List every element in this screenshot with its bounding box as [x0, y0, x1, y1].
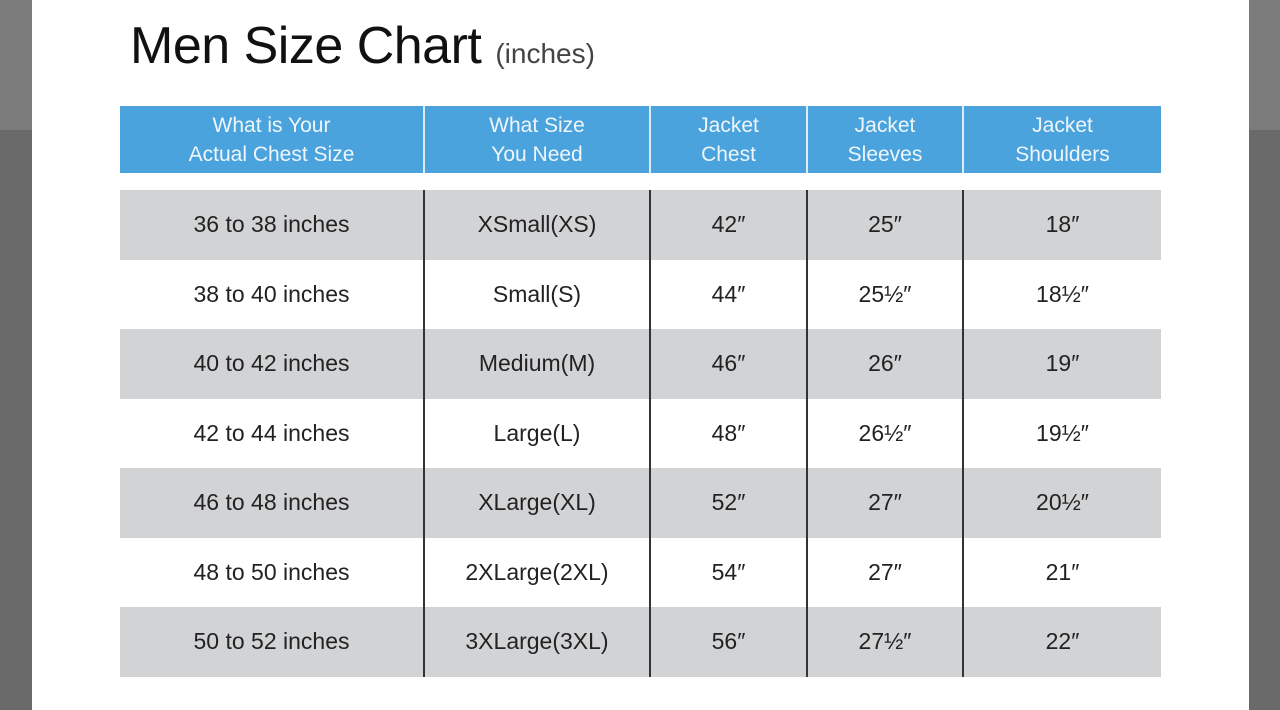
table-row: 46 to 48 inches XLarge(XL) 52″ 27″ 20½″: [120, 468, 1161, 538]
table-cell: Small(S): [425, 259, 651, 329]
table-header: What is Your Actual Chest Size What Size…: [120, 106, 1161, 173]
table-row: 36 to 38 inches XSmall(XS) 42″ 25″ 18″: [120, 190, 1161, 260]
table-cell: 27″: [808, 537, 964, 607]
table-cell: 54″: [651, 537, 808, 607]
table-row: 40 to 42 inches Medium(M) 46″ 26″ 19″: [120, 329, 1161, 399]
size-table: What is Your Actual Chest Size What Size…: [120, 106, 1161, 677]
table-cell: 48″: [651, 398, 808, 468]
header-cell: Jacket Chest: [651, 106, 808, 173]
table-cell: 21″: [1045, 558, 1080, 585]
table-cell: 50 to 52 inches: [120, 607, 425, 677]
table-cell: 40 to 42 inches: [120, 329, 425, 399]
title-unit: (inches): [495, 38, 595, 69]
chart-title: Men Size Chart (inches): [130, 16, 595, 76]
table-cell: XSmall(XS): [425, 190, 651, 260]
table-row: 48 to 50 inches 2XLarge(2XL) 54″ 27″ 21″: [120, 537, 1161, 607]
table-cell: 22″: [1045, 628, 1080, 655]
table-cell: 25½″: [808, 259, 964, 329]
table-cell: XLarge(XL): [425, 468, 651, 538]
table-cell: 18″: [1045, 211, 1080, 238]
header-cell: What is Your Actual Chest Size: [120, 106, 425, 173]
table-body: 36 to 38 inches XSmall(XS) 42″ 25″ 18″ 38 to …: [120, 190, 1161, 677]
table-cell: 2XLarge(2XL): [425, 537, 651, 607]
table-cell: 42 to 44 inches: [120, 398, 425, 468]
table-cell: 27″: [808, 468, 964, 538]
table-cell: 26½″: [808, 398, 964, 468]
header-cell: Jacket Sleeves: [808, 106, 964, 173]
size-chart-image: Men Size Chart (inches) What is Your Act…: [32, 0, 1249, 710]
table-cell: 3XLarge(3XL): [425, 607, 651, 677]
table-row: 50 to 52 inches 3XLarge(3XL) 56″ 27½″ 22″: [120, 607, 1161, 677]
table-cell: 25″: [808, 190, 964, 260]
table-cell: 27½″: [808, 607, 964, 677]
table-cell: 42″: [651, 190, 808, 260]
table-cell: 46 to 48 inches: [120, 468, 425, 538]
table-row: 38 to 40 inches Small(S) 44″ 25½″ 18½″: [120, 259, 1161, 329]
table-cell: 44″: [651, 259, 808, 329]
table-cell: 48 to 50 inches: [120, 537, 425, 607]
table-cell: 19″: [1045, 350, 1080, 377]
table-cell: 19½″: [1036, 419, 1089, 446]
header-cell: What Size You Need: [425, 106, 651, 173]
table-cell: 38 to 40 inches: [120, 259, 425, 329]
table-cell: 36 to 38 inches: [120, 190, 425, 260]
table-row: 42 to 44 inches Large(L) 48″ 26½″ 19½″: [120, 398, 1161, 468]
table-cell: 52″: [651, 468, 808, 538]
table-cell: 26″: [808, 329, 964, 399]
table-cell: Medium(M): [425, 329, 651, 399]
table-cell: Large(L): [425, 398, 651, 468]
table-cell: 46″: [651, 329, 808, 399]
table-cell: 18½″: [1036, 280, 1089, 307]
table-cell: 56″: [651, 607, 808, 677]
title-text: Men Size Chart: [130, 17, 482, 75]
header-cell: Jacket Shoulders: [1015, 113, 1110, 166]
table-cell: 20½″: [1036, 489, 1089, 516]
